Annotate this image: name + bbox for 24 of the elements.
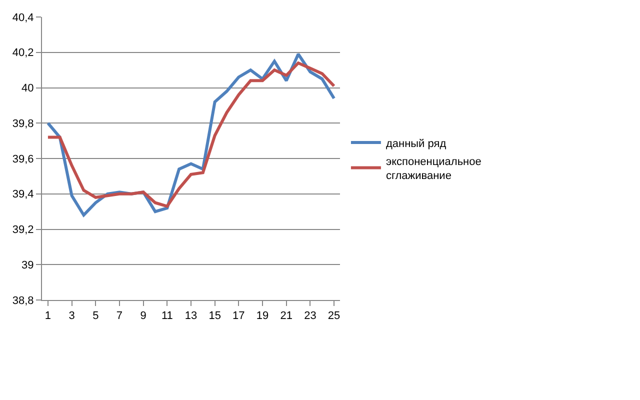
x-tick-label: 11	[161, 310, 173, 322]
x-tick-label: 7	[116, 310, 123, 322]
y-tick-label: 39,4	[12, 188, 34, 201]
x-tick-label: 25	[328, 310, 340, 322]
x-tick-label: 17	[232, 310, 245, 322]
legend-label: экспоненциальное сглаживание	[386, 156, 482, 182]
x-tick-label: 1	[44, 310, 52, 322]
y-tick-label: 39	[22, 259, 34, 272]
x-tick-label: 21	[280, 310, 292, 322]
x-tick-label: 19	[256, 310, 269, 322]
y-tick-label: 40,4	[12, 12, 34, 24]
y-tick-label: 39,2	[12, 224, 34, 236]
y-tick-label: 40	[22, 82, 34, 95]
x-tick-label: 13	[184, 310, 198, 322]
y-tick-label: 39,6	[12, 153, 34, 166]
y-tick-label: 38,8	[12, 294, 34, 307]
y-tick-label: 40,2	[12, 47, 34, 60]
y-tick-label: 39,8	[12, 118, 34, 130]
x-tick-label: 23	[304, 310, 316, 322]
x-tick-label: 15	[208, 310, 221, 322]
x-tick-label: 5	[92, 310, 99, 322]
x-tick-label: 9	[140, 310, 146, 322]
x-tick-label: 3	[68, 310, 75, 322]
legend-label: данный ряд	[386, 138, 447, 150]
